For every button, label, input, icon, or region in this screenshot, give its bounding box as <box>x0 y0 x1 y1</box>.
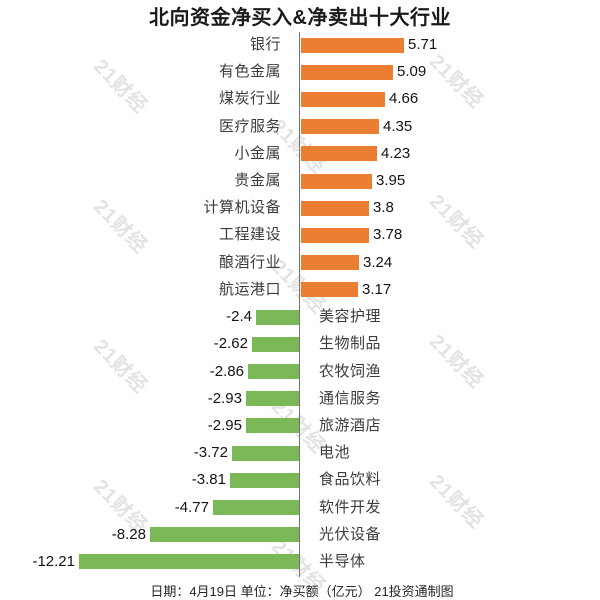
bar-positive <box>301 65 393 80</box>
category-label: 银行 <box>249 36 281 53</box>
category-label: 通信服务 <box>319 390 382 407</box>
category-label: 酿酒行业 <box>218 254 281 271</box>
bar-negative <box>150 527 299 542</box>
value-label: 3.8 <box>373 199 394 216</box>
bar-negative <box>256 310 299 325</box>
bar-negative <box>213 500 299 515</box>
value-label: -3.81 <box>191 471 226 488</box>
category-label: 工程建设 <box>218 226 281 243</box>
bar-positive <box>301 228 369 243</box>
bar-negative <box>246 391 299 406</box>
watermark: 21财经 <box>425 330 488 393</box>
value-label: -2.86 <box>209 363 244 380</box>
category-label: 光伏设备 <box>319 526 382 543</box>
value-label: -3.72 <box>193 444 228 461</box>
zero-axis-line <box>299 32 300 577</box>
bar-positive <box>301 201 369 216</box>
watermark: 21财经 <box>425 190 488 253</box>
bar-positive <box>301 92 385 107</box>
category-label: 航运港口 <box>218 281 281 298</box>
value-label: -8.28 <box>111 526 146 543</box>
bar-negative <box>79 554 299 569</box>
value-label: -2.93 <box>207 390 242 407</box>
category-label: 电池 <box>319 444 351 461</box>
category-label: 有色金属 <box>218 63 281 80</box>
footer-note: 日期：4月19日 单位：净买额（亿元） 21投资通制图 <box>150 584 454 599</box>
value-label: 3.17 <box>362 281 392 298</box>
category-label: 食品饮料 <box>319 471 382 488</box>
watermark: 21财经 <box>89 55 152 118</box>
category-label: 医疗服务 <box>218 118 281 135</box>
bar-positive <box>301 146 377 161</box>
value-label: 4.35 <box>383 118 413 135</box>
value-label: 3.95 <box>376 172 406 189</box>
bar-negative <box>230 473 299 488</box>
category-label: 旅游酒店 <box>319 417 382 434</box>
watermark: 21财经 <box>425 470 488 533</box>
category-label: 计算机设备 <box>203 199 281 216</box>
value-label: -12.21 <box>32 553 75 570</box>
value-label: -2.4 <box>226 308 252 325</box>
bar-negative <box>232 446 299 461</box>
bar-negative <box>252 337 299 352</box>
value-label: 5.71 <box>408 36 438 53</box>
watermark: 21财经 <box>425 50 488 113</box>
value-label: 4.66 <box>389 90 419 107</box>
category-label: 半导体 <box>319 553 366 570</box>
category-label: 农牧饲渔 <box>319 363 382 380</box>
value-label: -2.62 <box>213 335 248 352</box>
value-label: -2.95 <box>207 417 242 434</box>
category-label: 软件开发 <box>319 499 382 516</box>
bar-positive <box>301 255 359 270</box>
bar-positive <box>301 282 358 297</box>
bar-positive <box>301 119 379 134</box>
watermark: 21财经 <box>89 335 152 398</box>
bar-negative <box>246 418 299 433</box>
category-label: 生物制品 <box>319 335 382 352</box>
bar-positive <box>301 38 404 53</box>
bar-positive <box>301 174 372 189</box>
value-label: 3.24 <box>363 254 393 271</box>
watermark: 21财经 <box>89 195 152 258</box>
category-label: 小金属 <box>234 145 281 162</box>
category-label: 美容护理 <box>319 308 382 325</box>
value-label: -4.77 <box>174 499 209 516</box>
value-label: 3.78 <box>373 226 403 243</box>
value-label: 5.09 <box>397 63 427 80</box>
category-label: 贵金属 <box>234 172 281 189</box>
chart-title: 北向资金净买入&净卖出十大行业 <box>149 7 451 29</box>
value-label: 4.23 <box>381 145 411 162</box>
bar-negative <box>248 364 299 379</box>
category-label: 煤炭行业 <box>218 90 281 107</box>
